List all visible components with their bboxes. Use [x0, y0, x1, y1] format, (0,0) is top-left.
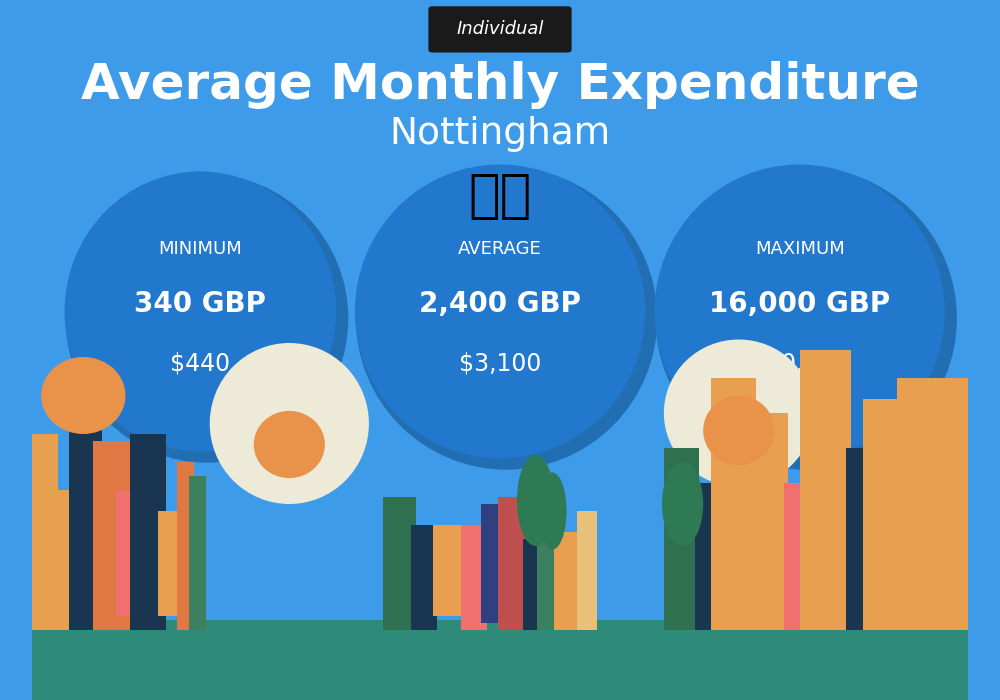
Text: $3,100: $3,100 [459, 352, 541, 376]
Bar [846, 448, 867, 630]
Text: 🇬🇧: 🇬🇧 [468, 170, 532, 222]
Bar [116, 490, 142, 616]
Ellipse shape [664, 340, 814, 486]
Ellipse shape [65, 172, 336, 452]
Bar [711, 378, 756, 630]
Ellipse shape [254, 411, 325, 478]
Bar [177, 462, 194, 630]
Bar [158, 511, 182, 616]
Text: MINIMUM: MINIMUM [158, 239, 242, 258]
Ellipse shape [356, 167, 657, 470]
Text: 2,400 GBP: 2,400 GBP [419, 290, 581, 318]
Bar [481, 504, 502, 623]
Ellipse shape [662, 462, 703, 546]
Text: Individual: Individual [456, 20, 544, 38]
Ellipse shape [41, 357, 125, 434]
Bar [863, 399, 901, 630]
Bar [130, 434, 166, 630]
Bar [664, 448, 699, 630]
Ellipse shape [66, 174, 348, 463]
Bar [69, 406, 102, 630]
Bar [189, 476, 206, 630]
Text: 16,000 GBP: 16,000 GBP [709, 290, 890, 318]
Ellipse shape [355, 164, 645, 458]
Text: MAXIMUM: MAXIMUM [755, 239, 845, 258]
Bar [800, 350, 851, 630]
FancyBboxPatch shape [428, 6, 572, 52]
Ellipse shape [703, 395, 774, 466]
Ellipse shape [538, 473, 566, 550]
Text: AVERAGE: AVERAGE [458, 239, 542, 258]
Bar [695, 483, 715, 630]
Text: $440: $440 [170, 352, 230, 376]
Bar [523, 539, 542, 630]
Bar [498, 497, 528, 630]
Bar [537, 518, 558, 630]
Bar [32, 620, 968, 700]
Text: Nottingham: Nottingham [389, 116, 611, 153]
Bar [461, 525, 487, 630]
Bar [32, 434, 58, 630]
Bar [433, 525, 468, 616]
Ellipse shape [655, 164, 945, 458]
Bar [751, 413, 788, 630]
Bar [784, 483, 804, 630]
Bar [383, 497, 416, 630]
Bar [897, 378, 968, 630]
Bar [554, 532, 582, 630]
Ellipse shape [517, 455, 554, 546]
Bar [93, 441, 130, 630]
Bar [577, 511, 597, 630]
Text: 340 GBP: 340 GBP [134, 290, 266, 318]
Ellipse shape [210, 343, 369, 504]
Text: $20,000: $20,000 [751, 352, 848, 376]
Text: Average Monthly Expenditure: Average Monthly Expenditure [81, 62, 919, 109]
Bar [32, 490, 77, 630]
Ellipse shape [655, 167, 957, 470]
Bar [411, 525, 437, 630]
